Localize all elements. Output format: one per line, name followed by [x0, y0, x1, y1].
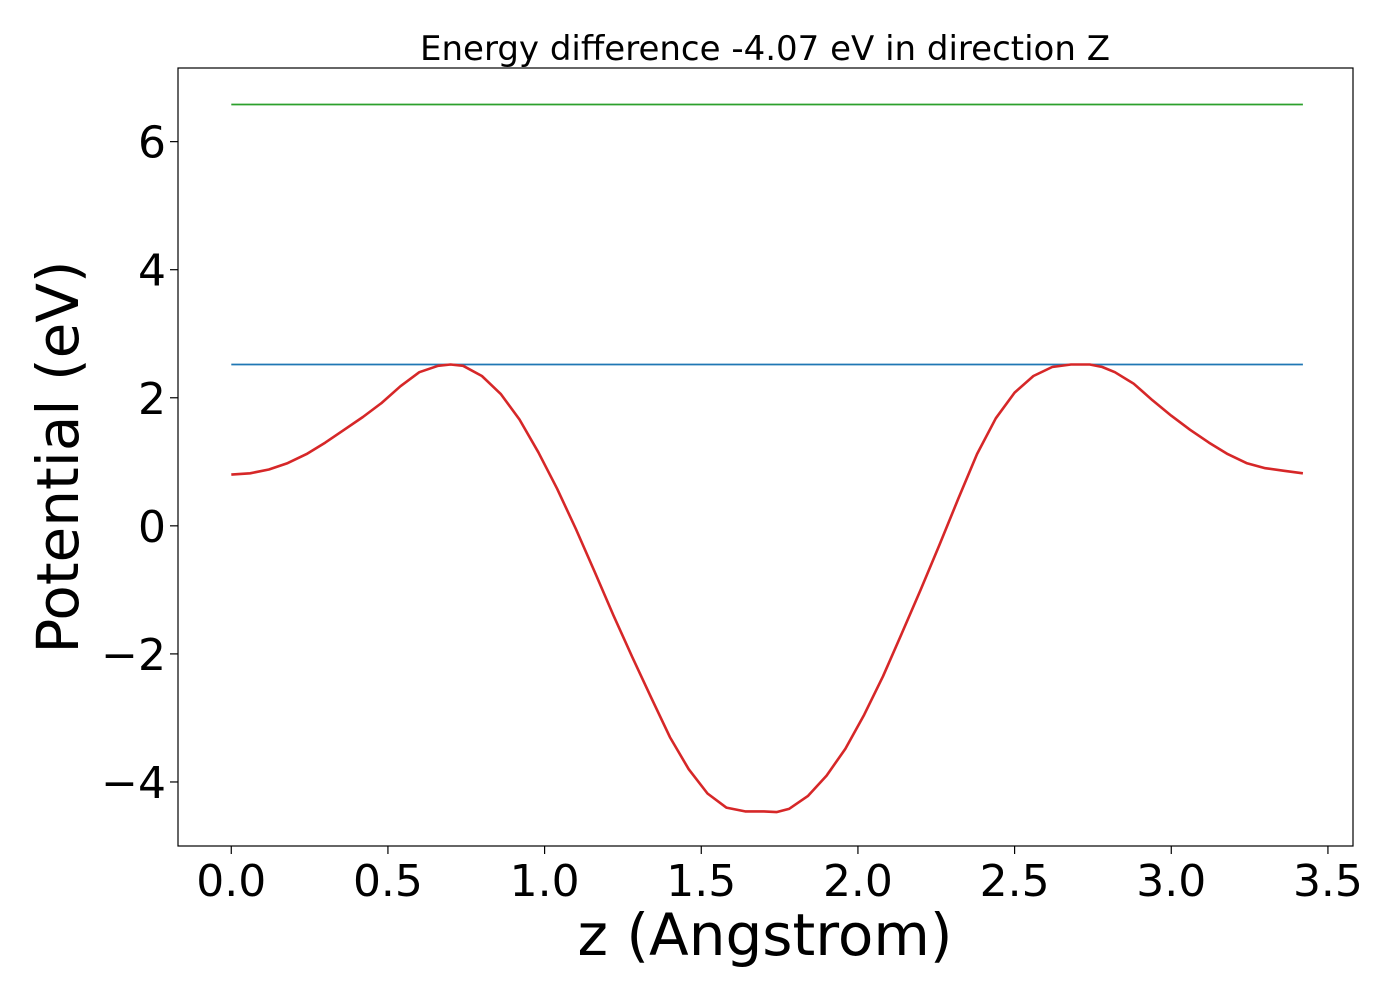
x-tick-label: 3.5: [1293, 856, 1363, 907]
y-axis-label: Potential (eV): [24, 260, 92, 653]
y-tick-label: −2: [101, 630, 166, 681]
y-tick-label: −4: [101, 758, 166, 809]
x-tick-label: 1.0: [510, 856, 580, 907]
x-tick-label: 2.0: [823, 856, 893, 907]
x-tick-label: 2.5: [980, 856, 1050, 907]
x-axis-label: z (Angstrom): [578, 901, 953, 969]
series-layer: [231, 103, 1304, 814]
y-tick-label: 6: [138, 118, 166, 169]
x-axis-ticks: 0.0 0.5 1.0 1.5 2.0 2.5 3.0 3.5: [196, 846, 1363, 907]
plot-area-frame: [177, 67, 1354, 847]
y-axis-ticks: −4 −2 0 2 4 6: [101, 118, 178, 809]
y-tick-label: 4: [138, 246, 166, 297]
chart-title: Energy difference -4.07 eV in direction …: [420, 29, 1110, 69]
y-tick-label: 2: [138, 374, 166, 425]
x-tick-label: 1.5: [666, 856, 736, 907]
x-tick-label: 3.0: [1136, 856, 1206, 907]
x-tick-label: 0.5: [353, 856, 423, 907]
x-tick-label: 0.0: [196, 856, 266, 907]
y-tick-label: 0: [138, 502, 166, 553]
series-line-3: [231, 363, 1304, 814]
